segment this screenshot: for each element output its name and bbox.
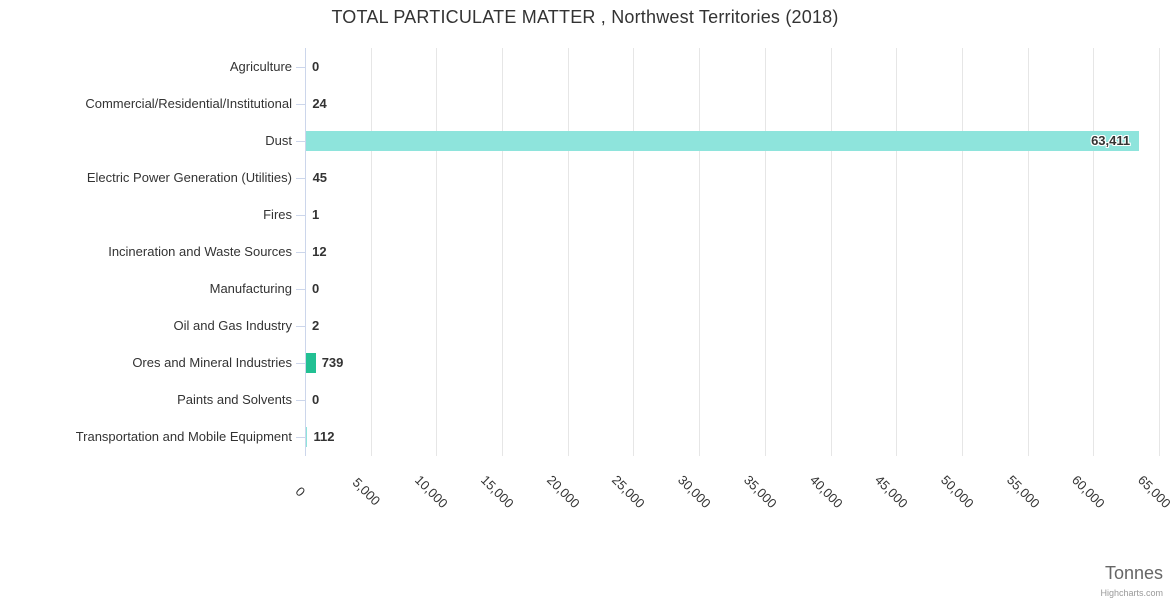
gridline <box>896 48 898 456</box>
value-axis-tick-label: 20,000 <box>543 472 583 511</box>
category-tick <box>296 326 305 328</box>
gridline <box>961 48 963 456</box>
category-label-fires: Fires <box>263 206 292 222</box>
category-label-electric-power-generation-utilities: Electric Power Generation (Utilities) <box>86 169 292 185</box>
gridline <box>502 48 504 456</box>
value-axis-tick-label: 55,000 <box>1003 472 1043 511</box>
category-tick <box>296 363 305 365</box>
category-tick <box>296 214 305 216</box>
category-label-ores-and-mineral-industries: Ores and Mineral Industries <box>132 355 292 371</box>
gridline <box>699 48 701 456</box>
value-label-incineration-and-waste-sources: 12 <box>312 244 327 259</box>
category-label-commercial-residential-institutional: Commercial/Residential/Institutional <box>85 95 292 111</box>
gridline <box>1159 48 1160 456</box>
value-axis-tick-label: 5,000 <box>349 474 383 509</box>
value-label-electric-power-generation-utilities: 45 <box>312 169 328 185</box>
category-tick <box>296 289 305 291</box>
value-label-manufacturing: 0 <box>312 281 320 297</box>
value-label-fires: 1 <box>312 206 320 222</box>
value-label-oil-and-gas-industry: 2 <box>312 318 320 334</box>
gridline <box>830 48 832 456</box>
category-label-paints-and-solvents: Paints and Solvents <box>177 392 292 408</box>
value-label-paints-and-solvents: 0 <box>312 392 320 408</box>
category-tick <box>296 437 305 439</box>
category-label-manufacturing: Manufacturing <box>209 281 292 297</box>
gridline <box>1093 48 1095 456</box>
gridline <box>764 48 766 456</box>
category-tick <box>296 177 305 179</box>
gridline <box>436 48 438 456</box>
value-label-transportation-and-mobile-equipment: 112 <box>313 429 335 445</box>
value-axis-tick-label: 10,000 <box>412 472 452 511</box>
category-tick <box>296 252 305 253</box>
value-label-agriculture: 0 <box>312 58 320 74</box>
category-axis-line <box>305 48 306 456</box>
category-tick <box>296 103 305 105</box>
value-label-commercial-residential-institutional: 24 <box>312 95 327 111</box>
value-axis-tick-label: 30,000 <box>675 472 714 511</box>
value-axis-tick-label: 45,000 <box>872 472 911 511</box>
category-tick <box>296 66 305 68</box>
category-label-oil-and-gas-industry: Oil and Gas Industry <box>173 318 293 334</box>
category-label-transportation-and-mobile-equipment: Transportation and Mobile Equipment <box>75 429 292 445</box>
category-label-dust: Dust <box>265 132 292 148</box>
value-axis-tick-label: 50,000 <box>937 472 977 511</box>
value-axis-title: Tonnes <box>1104 563 1163 583</box>
gridline <box>370 48 372 456</box>
value-axis-tick-label: 0 <box>292 483 309 500</box>
value-axis-tick-label: 60,000 <box>1069 472 1109 511</box>
value-axis-tick-label: 65,000 <box>1135 472 1170 511</box>
bar-dust[interactable] <box>306 130 1140 151</box>
value-label-ores-and-mineral-industries: 739 <box>321 355 344 371</box>
category-label-incineration-and-waste-sources: Incineration and Waste Sources <box>108 244 292 259</box>
bar-ores-and-mineral-industries[interactable] <box>306 353 316 374</box>
value-axis-tick-label: 25,000 <box>609 472 649 511</box>
value-axis-tick-label: 35,000 <box>740 472 780 511</box>
value-axis-tick-label: 40,000 <box>806 472 846 511</box>
highcharts-credit-link[interactable]: Highcharts.com <box>1100 588 1163 598</box>
gridline <box>1027 48 1029 456</box>
category-tick <box>296 400 305 402</box>
value-label-dust: 63,411 <box>1091 132 1131 148</box>
bar-transportation-and-mobile-equipment[interactable] <box>306 427 308 448</box>
gridline <box>633 48 635 456</box>
category-tick <box>296 140 305 142</box>
value-axis-tick-label: 15,000 <box>478 472 517 511</box>
gridline <box>567 48 569 456</box>
chart-title: TOTAL PARTICULATE MATTER , Northwest Ter… <box>331 7 839 27</box>
category-label-agriculture: Agriculture <box>229 58 292 74</box>
